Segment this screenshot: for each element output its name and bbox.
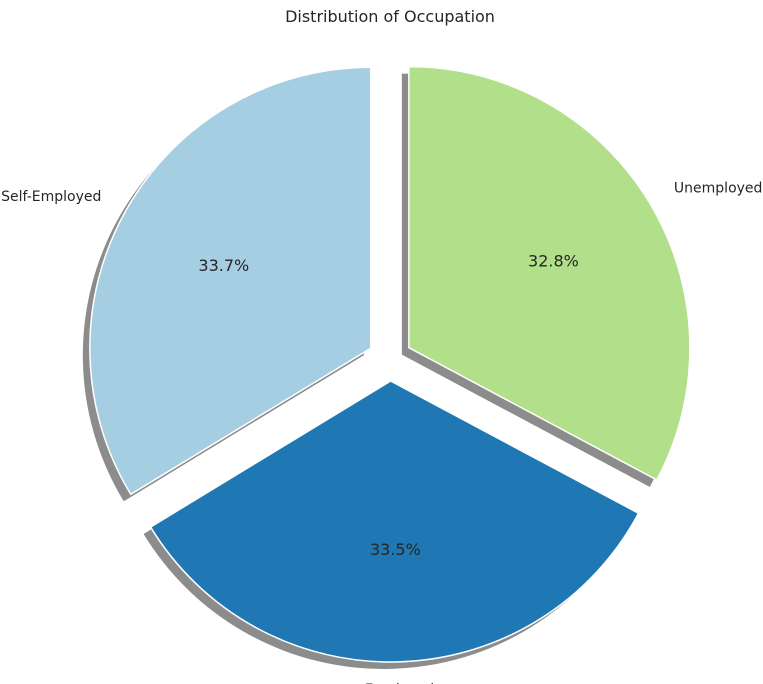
pct-label-employed: 33.5% <box>370 540 421 559</box>
category-label-unemployed: Unemployed <box>674 181 763 197</box>
category-label-self-employed: Self-Employed <box>1 189 101 205</box>
chart-title: Distribution of Occupation <box>285 7 495 26</box>
pct-label-self-employed: 33.7% <box>198 256 249 275</box>
category-label-employed: Employed <box>365 682 435 684</box>
pie-slice-unemployed <box>408 65 691 481</box>
slice-layer <box>89 65 691 663</box>
label-layer: 33.7% Self-Employed 33.5% Employed 32.8% Unem… <box>1 181 762 684</box>
pie-slice-employed <box>149 380 640 663</box>
pie-slice-self-employed <box>89 66 372 496</box>
pct-label-unemployed: 32.8% <box>528 251 579 270</box>
